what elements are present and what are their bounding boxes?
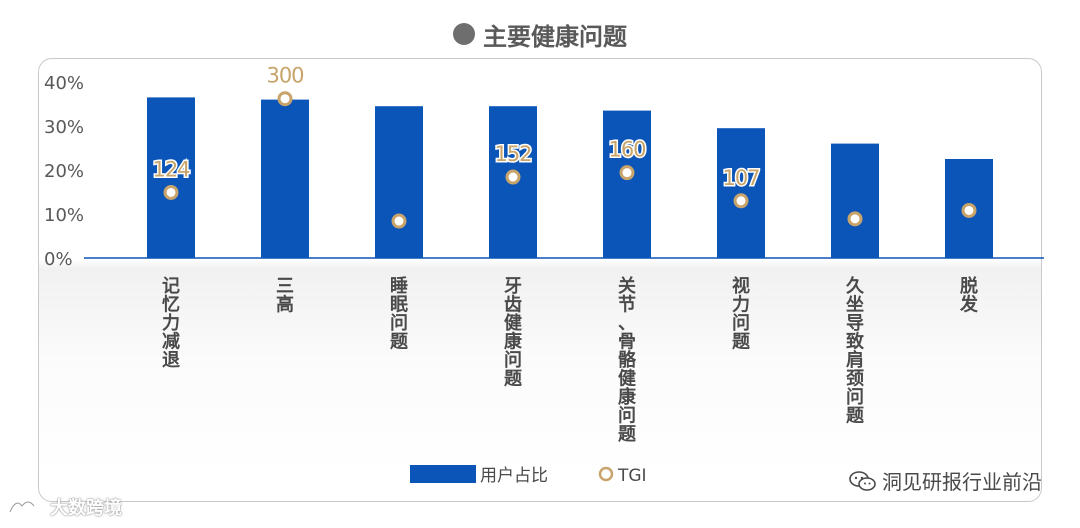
bar [261, 99, 309, 258]
x-tick-label: 三高 [276, 276, 294, 316]
tgi-marker [619, 165, 635, 181]
legend-swatch-bar [410, 465, 476, 483]
title-bullet-icon [453, 23, 475, 45]
x-tick-label: 记忆力减退 [162, 276, 180, 371]
tgi-data-label: 124 [152, 157, 190, 181]
y-tick-label: 30% [44, 117, 84, 138]
chart-title: 主要健康问题 [0, 14, 1080, 54]
chart-title-text: 主要健康问题 [483, 22, 627, 51]
watermark-right: 洞见研报行业前沿 [848, 466, 1042, 495]
tgi-marker [163, 184, 179, 200]
x-tick-label: 牙齿健康问题 [504, 276, 523, 390]
y-tick-label: 40% [44, 73, 84, 94]
y-tick-label: 10% [44, 205, 84, 226]
bar [603, 110, 651, 258]
legend-label-tgi: TGI [617, 466, 647, 486]
legend-swatch-tgi [598, 466, 614, 482]
x-tick-label: 视力问题 [732, 275, 751, 353]
x-tick-label: 脱发 [959, 275, 979, 316]
y-tick-label: 20% [44, 161, 84, 182]
watermark-right-text: 洞见研报行业前沿 [882, 470, 1042, 494]
legend-label-bar: 用户占比 [480, 466, 548, 486]
x-tick-label: 久坐导致肩颈问题 [845, 275, 865, 427]
bar [831, 143, 879, 258]
y-tick-label: 0% [44, 249, 73, 270]
tgi-marker [847, 211, 863, 227]
bar [717, 128, 765, 258]
tgi-marker [277, 91, 293, 107]
bar [375, 106, 423, 258]
chart-panel [38, 58, 1042, 502]
bar [147, 97, 195, 259]
tgi-marker [505, 169, 521, 185]
brand-logo-icon [8, 500, 36, 513]
tgi-data-label: 160 [608, 138, 645, 162]
tgi-marker [391, 213, 407, 229]
x-tick-label: 睡眠问题 [390, 276, 409, 353]
wechat-icon [849, 470, 876, 491]
watermark-left: 大数跨境 [6, 494, 122, 520]
tgi-marker [961, 202, 977, 218]
tgi-data-label: 107 [722, 166, 759, 190]
x-tick-label: 关节、骨骼健康问题 [618, 275, 637, 445]
tgi-marker [733, 193, 749, 209]
tgi-data-label: 300 [266, 64, 303, 88]
watermark-left-text: 大数跨境 [50, 498, 122, 519]
tgi-data-label: 152 [494, 142, 531, 166]
